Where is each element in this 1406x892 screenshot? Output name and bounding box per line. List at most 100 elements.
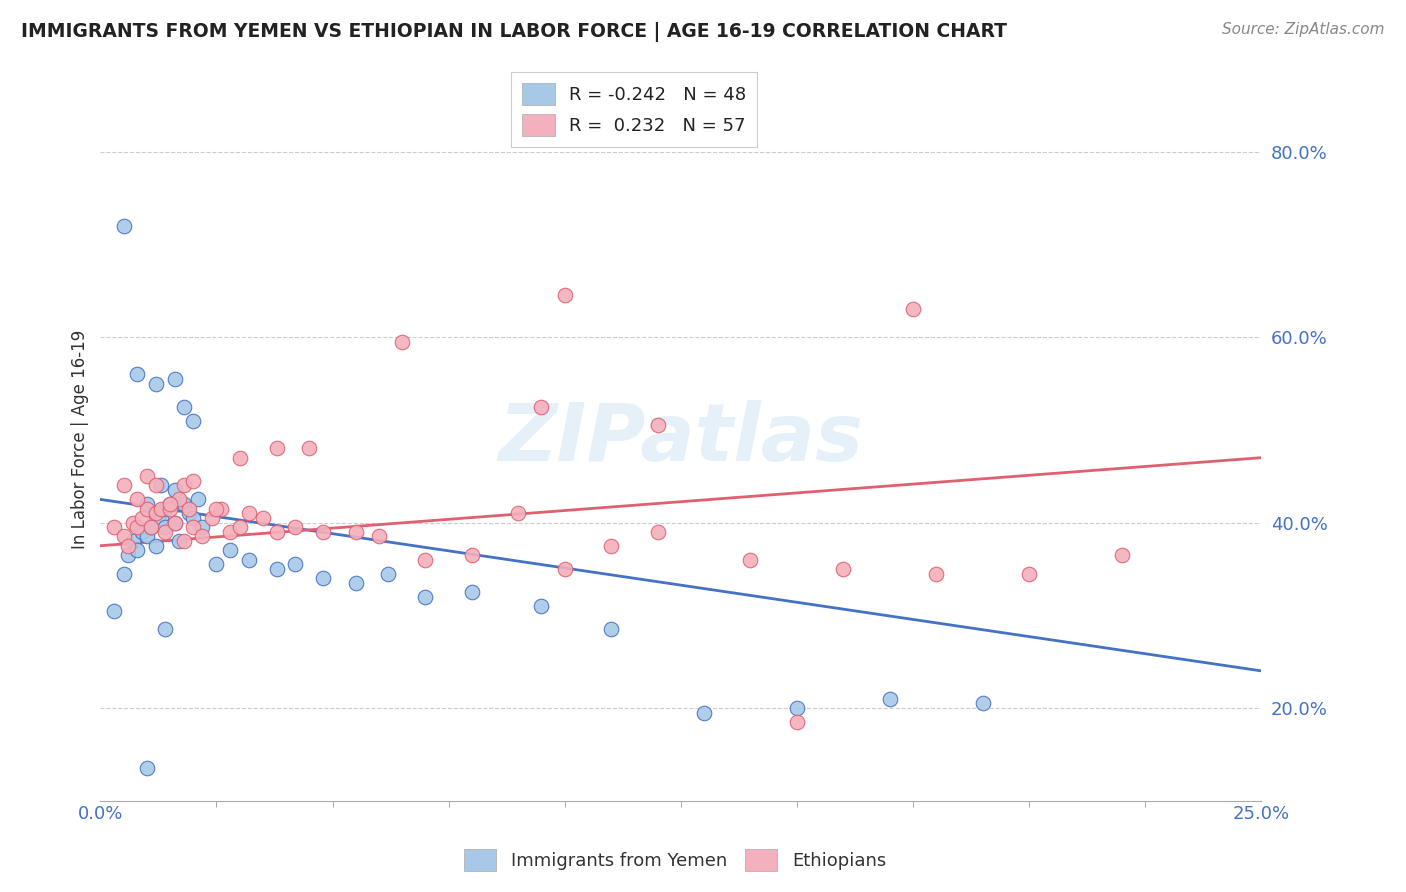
Point (159, 497, 181, 511)
Point (117, 539, 139, 553)
Point (135, 761, 157, 775)
Point (173, 497, 195, 511)
Point (266, 524, 288, 539)
Point (786, 714, 808, 729)
Point (159, 497, 181, 511)
Point (508, 506, 530, 520)
Point (177, 501, 200, 516)
Point (117, 548, 139, 562)
Point (879, 691, 901, 706)
Point (181, 511, 204, 525)
Point (298, 442, 321, 456)
Point (112, 529, 135, 543)
Point (163, 372, 186, 386)
Point (155, 520, 177, 534)
Point (266, 442, 288, 456)
Point (228, 450, 250, 465)
Point (238, 552, 260, 566)
Point (191, 529, 214, 543)
Point (103, 520, 125, 534)
Point (112, 219, 135, 233)
Point (377, 566, 399, 581)
Point (169, 492, 191, 507)
Point (1111, 548, 1133, 562)
Point (925, 566, 948, 581)
Point (169, 534, 191, 549)
Point (901, 302, 924, 317)
Point (191, 520, 214, 534)
Point (284, 520, 307, 534)
Point (201, 511, 224, 525)
Point (131, 511, 153, 525)
Point (415, 590, 437, 604)
Text: ZIPatlas: ZIPatlas (498, 401, 863, 478)
Point (145, 506, 167, 520)
Point (181, 520, 204, 534)
Point (187, 492, 209, 507)
Point (554, 562, 576, 576)
Point (600, 539, 623, 553)
Point (181, 474, 204, 488)
Point (205, 558, 228, 572)
Point (972, 696, 994, 710)
Point (344, 575, 367, 590)
Point (173, 534, 195, 549)
Text: Source: ZipAtlas.com: Source: ZipAtlas.com (1222, 22, 1385, 37)
Point (149, 478, 172, 492)
Point (127, 492, 149, 507)
Point (693, 706, 716, 720)
Point (415, 552, 437, 566)
Legend: Immigrants from Yemen, Ethiopians: Immigrants from Yemen, Ethiopians (457, 842, 893, 879)
Point (344, 524, 367, 539)
Point (135, 501, 157, 516)
Point (145, 478, 167, 492)
Y-axis label: In Labor Force | Age 16-19: In Labor Force | Age 16-19 (72, 329, 89, 549)
Point (600, 622, 623, 636)
Point (112, 478, 135, 492)
Point (155, 524, 177, 539)
Legend: R = -0.242   N = 48, R =  0.232   N = 57: R = -0.242 N = 48, R = 0.232 N = 57 (512, 72, 758, 147)
Point (135, 497, 157, 511)
Point (284, 558, 307, 572)
Point (205, 501, 228, 516)
Point (219, 524, 242, 539)
Point (461, 548, 484, 562)
Point (181, 414, 204, 428)
Point (461, 585, 484, 599)
Point (209, 501, 232, 516)
Text: IMMIGRANTS FROM YEMEN VS ETHIOPIAN IN LABOR FORCE | AGE 16-19 CORRELATION CHART: IMMIGRANTS FROM YEMEN VS ETHIOPIAN IN LA… (21, 22, 1007, 42)
Point (127, 520, 149, 534)
Point (145, 506, 167, 520)
Point (159, 501, 181, 516)
Point (647, 524, 669, 539)
Point (530, 400, 553, 414)
Point (312, 571, 335, 585)
Point (145, 539, 167, 553)
Point (127, 543, 149, 558)
Point (103, 604, 125, 618)
Point (141, 520, 163, 534)
Point (173, 478, 195, 492)
Point (740, 552, 762, 566)
Point (219, 543, 242, 558)
Point (173, 400, 195, 414)
Point (131, 524, 153, 539)
Point (149, 511, 172, 525)
Point (121, 534, 143, 549)
Point (135, 529, 157, 543)
Point (368, 529, 391, 543)
Point (228, 520, 250, 534)
Point (155, 622, 177, 636)
Point (266, 562, 288, 576)
Point (163, 516, 186, 530)
Point (391, 334, 413, 349)
Point (163, 483, 186, 497)
Point (155, 501, 177, 516)
Point (121, 516, 143, 530)
Point (312, 524, 335, 539)
Point (786, 701, 808, 715)
Point (141, 520, 163, 534)
Point (252, 511, 274, 525)
Point (647, 418, 669, 433)
Point (149, 501, 172, 516)
